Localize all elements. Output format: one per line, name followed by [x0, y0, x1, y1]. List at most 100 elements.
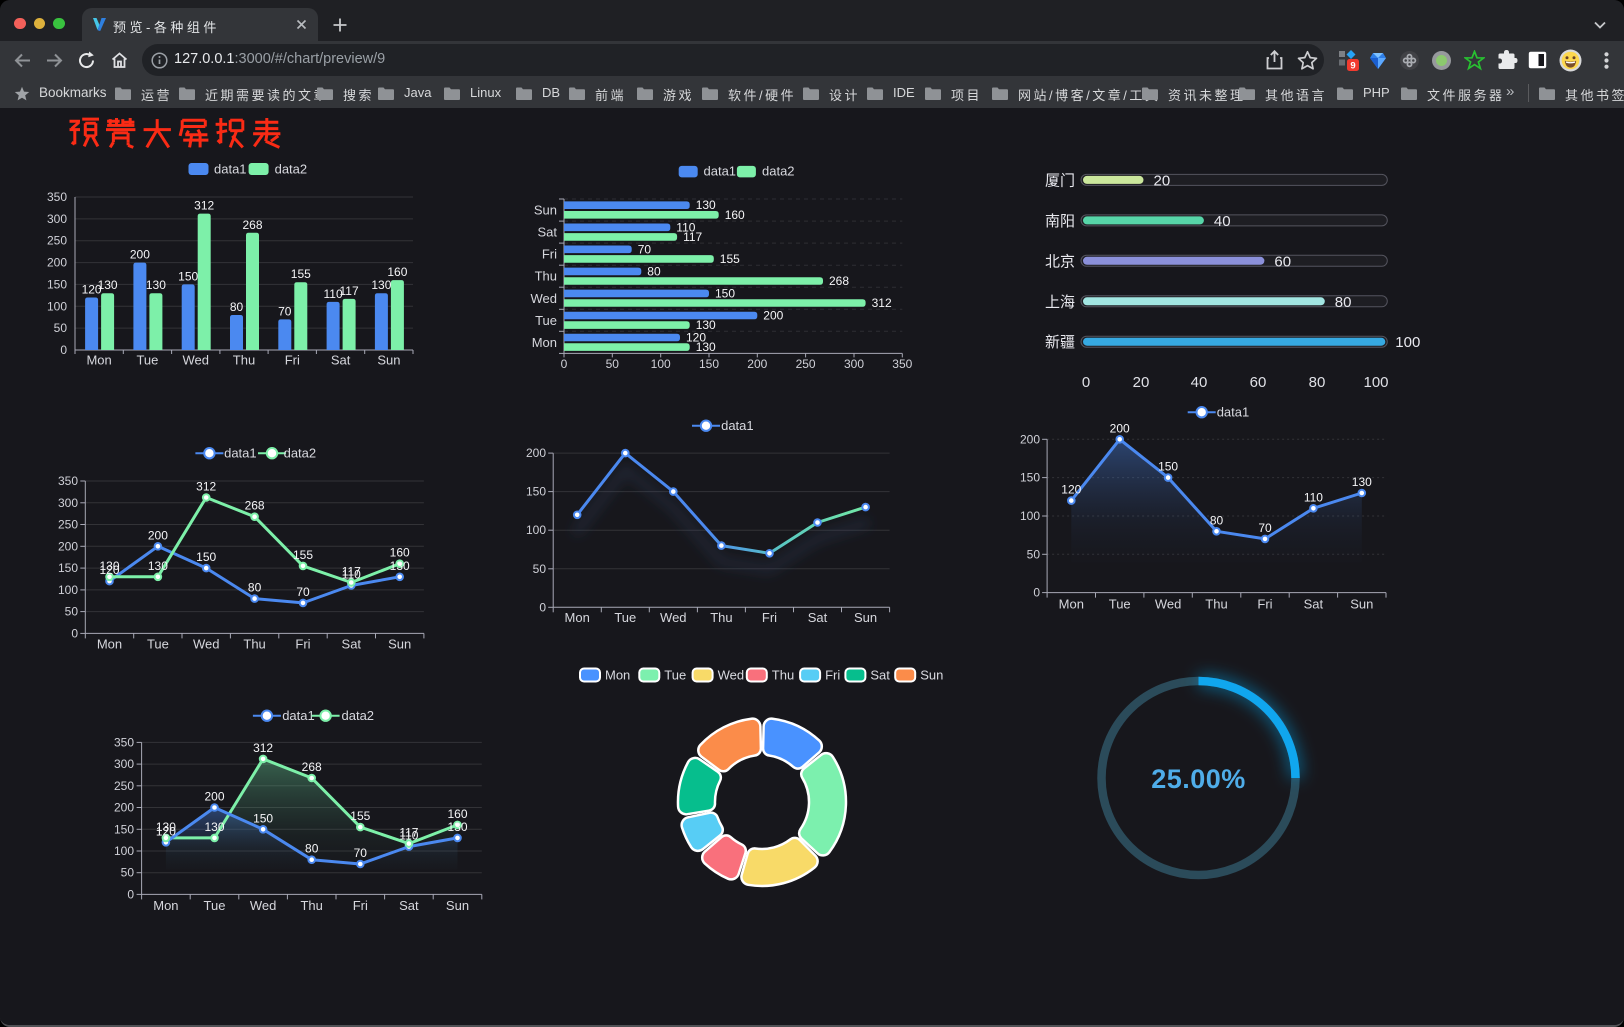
svg-text:Thu: Thu — [300, 898, 322, 913]
svg-text:Sun: Sun — [1350, 597, 1373, 612]
svg-text:200: 200 — [130, 248, 150, 262]
svg-text:0: 0 — [71, 626, 78, 640]
svg-text:50: 50 — [606, 357, 620, 371]
svg-text:50: 50 — [65, 605, 79, 619]
svg-text:350: 350 — [47, 190, 67, 204]
svg-text:Fri: Fri — [542, 247, 557, 262]
svg-text:120: 120 — [1061, 483, 1081, 497]
svg-text:Tue: Tue — [664, 668, 686, 683]
svg-text:120: 120 — [156, 824, 176, 838]
svg-text:70: 70 — [296, 585, 310, 599]
svg-text:100: 100 — [1395, 334, 1420, 351]
svg-text:312: 312 — [194, 199, 214, 213]
svg-text:厦门: 厦门 — [1045, 172, 1075, 189]
svg-text:100: 100 — [526, 523, 546, 537]
svg-text:150: 150 — [1158, 460, 1178, 474]
svg-text:60: 60 — [1274, 253, 1291, 270]
svg-text:350: 350 — [892, 357, 912, 371]
svg-text:25.00%: 25.00% — [1151, 764, 1246, 794]
svg-text:data1: data1 — [214, 162, 247, 177]
svg-text:117: 117 — [683, 230, 702, 244]
svg-text:120: 120 — [82, 283, 102, 297]
svg-text:70: 70 — [1258, 521, 1272, 535]
svg-text:60: 60 — [1250, 374, 1267, 391]
svg-text:130: 130 — [204, 820, 224, 834]
svg-text:117: 117 — [399, 826, 418, 840]
svg-text:Sun: Sun — [446, 898, 469, 913]
svg-text:130: 130 — [696, 340, 716, 354]
svg-text:Sat: Sat — [399, 898, 419, 913]
svg-text:117: 117 — [340, 284, 359, 298]
svg-text:100: 100 — [1020, 509, 1040, 523]
svg-text:200: 200 — [1110, 421, 1130, 435]
svg-text:350: 350 — [58, 474, 78, 488]
svg-text:130: 130 — [447, 820, 467, 834]
svg-text:155: 155 — [293, 548, 313, 562]
svg-text:data1: data1 — [282, 708, 315, 723]
svg-text:130: 130 — [390, 559, 410, 573]
svg-text:80: 80 — [305, 842, 319, 856]
svg-text:200: 200 — [526, 446, 546, 460]
svg-text:100: 100 — [58, 583, 78, 597]
svg-text:Tue: Tue — [204, 898, 226, 913]
svg-text:200: 200 — [114, 801, 134, 815]
svg-text:Sun: Sun — [920, 668, 943, 683]
svg-text:Thu: Thu — [772, 668, 794, 683]
svg-text:50: 50 — [533, 562, 547, 576]
svg-text:130: 130 — [148, 559, 168, 573]
svg-text:250: 250 — [47, 234, 67, 248]
svg-text:150: 150 — [58, 561, 78, 575]
svg-text:300: 300 — [844, 357, 864, 371]
svg-text:Fri: Fri — [285, 353, 300, 368]
svg-text:Tue: Tue — [535, 313, 557, 328]
svg-text:data1: data1 — [1217, 405, 1250, 420]
svg-text:Fri: Fri — [295, 637, 310, 652]
svg-text:120: 120 — [686, 331, 706, 345]
svg-text:Fri: Fri — [1257, 597, 1272, 612]
svg-text:130: 130 — [696, 318, 716, 332]
svg-text:268: 268 — [829, 274, 849, 288]
svg-text:130: 130 — [146, 278, 166, 292]
svg-text:200: 200 — [148, 528, 168, 542]
svg-text:150: 150 — [699, 357, 719, 371]
svg-text:Sat: Sat — [342, 637, 362, 652]
svg-text:350: 350 — [114, 735, 134, 749]
svg-text:9: 9 — [1350, 61, 1355, 72]
svg-text:Mon: Mon — [86, 353, 111, 368]
svg-text:160: 160 — [725, 208, 745, 222]
svg-text:268: 268 — [242, 218, 262, 232]
svg-text:0: 0 — [539, 600, 546, 614]
svg-text:data1: data1 — [224, 446, 257, 461]
svg-text:200: 200 — [58, 539, 78, 553]
svg-text:40: 40 — [1191, 374, 1208, 391]
svg-text:160: 160 — [387, 265, 407, 279]
svg-text:Fri: Fri — [762, 610, 777, 625]
svg-text:312: 312 — [196, 480, 216, 494]
svg-text:268: 268 — [245, 499, 265, 513]
svg-text:150: 150 — [715, 286, 735, 300]
svg-text:0: 0 — [1033, 586, 1040, 600]
svg-text:Fri: Fri — [353, 898, 368, 913]
svg-text:Wed: Wed — [531, 291, 558, 306]
svg-text:Wed: Wed — [193, 637, 220, 652]
svg-text:Tue: Tue — [136, 353, 158, 368]
svg-text:100: 100 — [651, 357, 671, 371]
svg-text:117: 117 — [342, 565, 361, 579]
svg-text:Tue: Tue — [614, 610, 636, 625]
svg-text:20: 20 — [1154, 172, 1171, 189]
svg-text:80: 80 — [1309, 374, 1326, 391]
svg-text:Sat: Sat — [808, 610, 828, 625]
svg-text:Wed: Wed — [182, 353, 209, 368]
svg-text:160: 160 — [447, 807, 467, 821]
svg-text:80: 80 — [647, 264, 661, 278]
svg-text:312: 312 — [253, 741, 273, 755]
svg-text:Sat: Sat — [1304, 597, 1324, 612]
svg-text:北京: 北京 — [1045, 253, 1075, 270]
svg-text:0: 0 — [127, 887, 134, 901]
svg-text:80: 80 — [230, 300, 244, 314]
svg-text:300: 300 — [114, 757, 134, 771]
svg-text:Sat: Sat — [870, 668, 890, 683]
svg-text:130: 130 — [98, 278, 118, 292]
svg-text:Mon: Mon — [97, 637, 122, 652]
svg-text:110: 110 — [324, 287, 343, 301]
